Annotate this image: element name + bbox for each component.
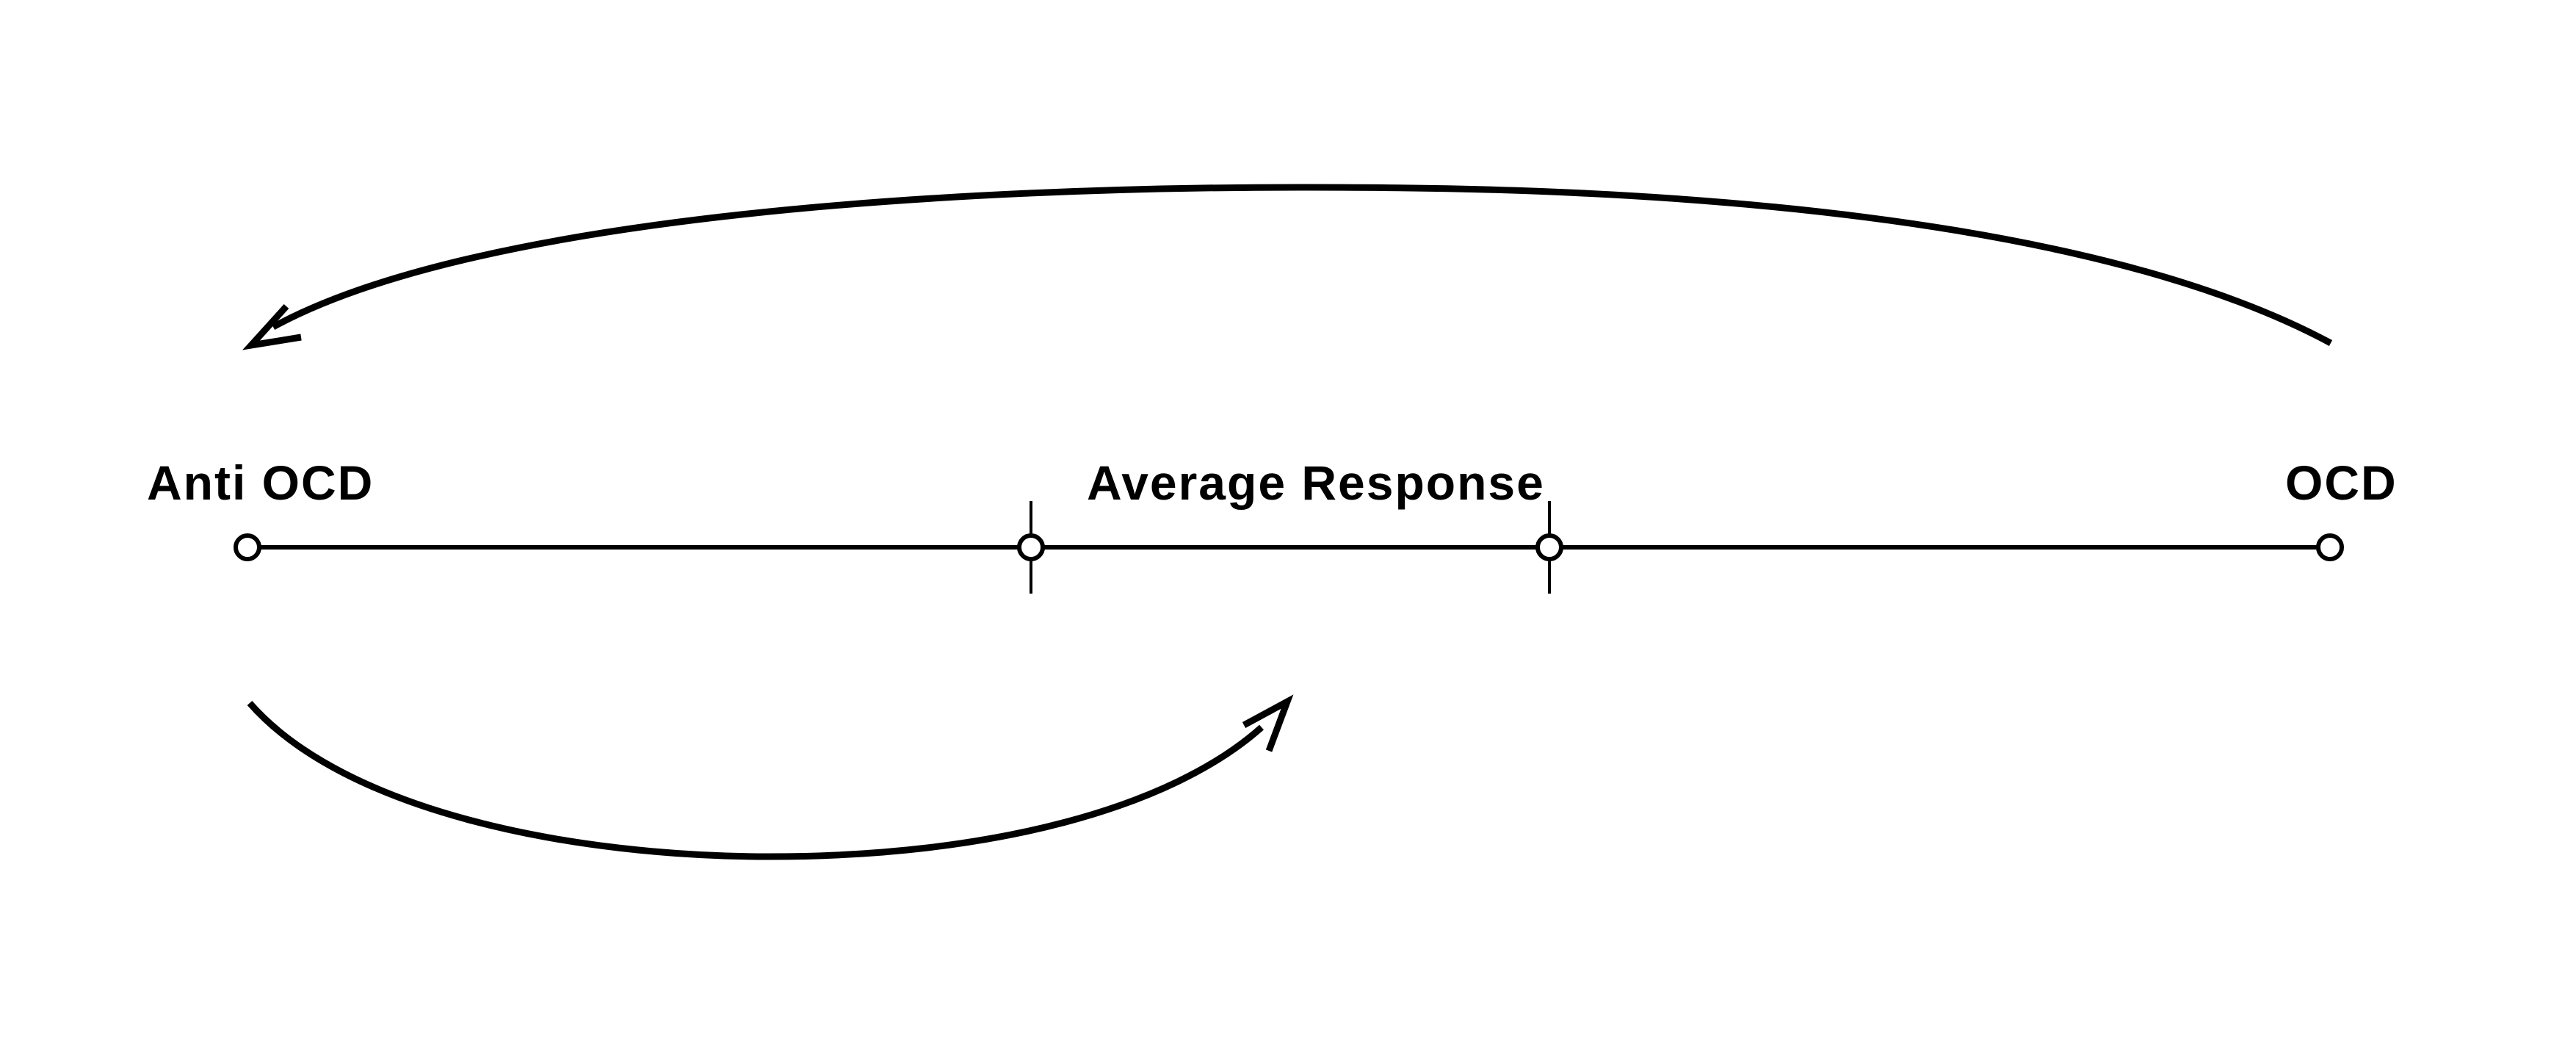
anti-ocd-node <box>234 533 261 561</box>
average-right-node <box>1535 533 1563 561</box>
anti-ocd-to-average-arrowhead-icon <box>1242 694 1294 752</box>
anti-ocd-label: Anti OCD <box>147 455 374 510</box>
anti-ocd-to-average-arrow <box>247 694 1294 860</box>
ocd-node <box>2316 533 2344 561</box>
average-response-label: Average Response <box>1087 455 1545 510</box>
ocd-to-anti-ocd-curve <box>271 184 2333 346</box>
anti-ocd-to-average-curve <box>247 701 1264 860</box>
ocd-to-anti-ocd-arrow <box>242 184 2333 350</box>
average-left-node <box>1017 533 1045 561</box>
ocd-to-anti-ocd-arrowhead-icon <box>242 303 302 350</box>
ocd-label: OCD <box>2285 455 2398 510</box>
